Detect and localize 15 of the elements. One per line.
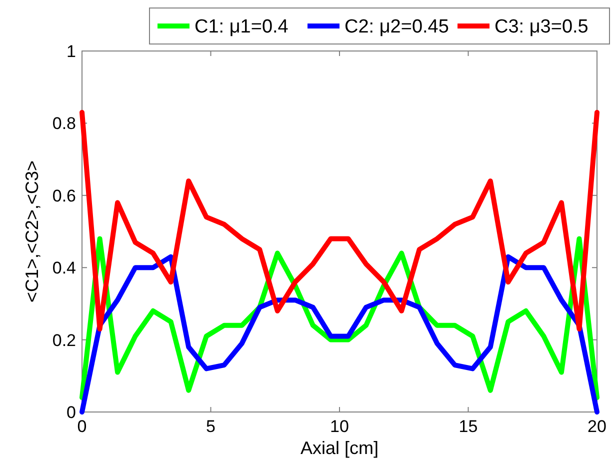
y-tick-label: 1 xyxy=(66,42,76,61)
x-tick-label: 10 xyxy=(330,417,349,436)
x-axis-title: Axial [cm] xyxy=(300,438,379,458)
legend-label: C2: μ2=0.45 xyxy=(344,16,449,38)
y-tick-label: 0.6 xyxy=(52,186,76,206)
legend-label: C1: μ1=0.4 xyxy=(194,16,289,38)
y-tick-label: 0.8 xyxy=(52,114,76,134)
x-tick-label: 15 xyxy=(458,417,478,436)
legend-label: C3: μ3=0.5 xyxy=(494,16,588,38)
y-tick-label: 0.4 xyxy=(52,258,76,278)
x-tick-label: 5 xyxy=(206,417,216,436)
y-axis-title: <C1>,<C2>,<C3> xyxy=(22,160,42,303)
y-tick-label: 0.2 xyxy=(52,330,76,350)
x-tick-label: 20 xyxy=(588,417,606,436)
y-tick-label: 0 xyxy=(66,402,76,422)
